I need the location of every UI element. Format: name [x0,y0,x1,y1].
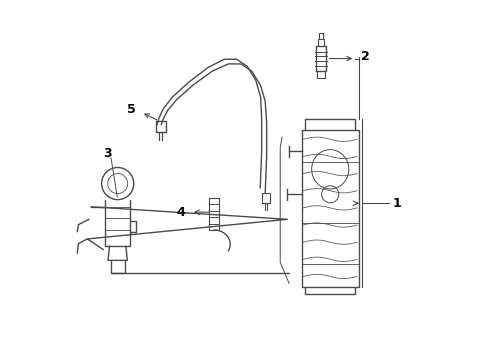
Text: 5: 5 [127,103,136,116]
Text: 3: 3 [103,147,112,160]
Text: 4: 4 [176,206,185,219]
Text: 1: 1 [392,197,401,210]
Text: 2: 2 [360,50,368,63]
